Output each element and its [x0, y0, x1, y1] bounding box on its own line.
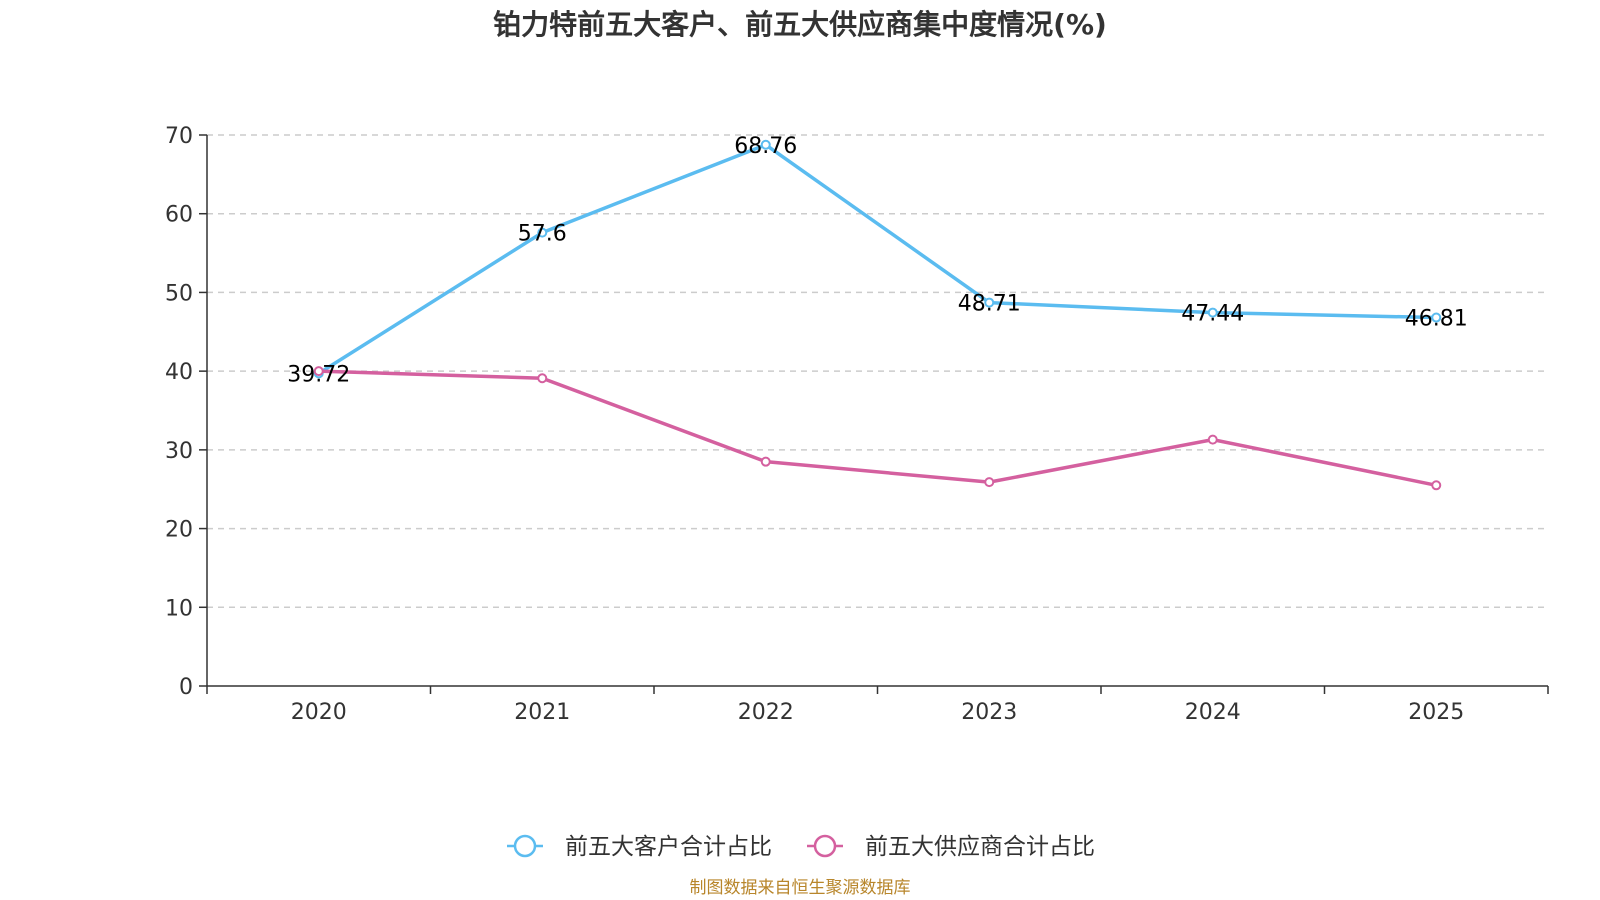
series-line-1	[317, 143, 1437, 375]
legend[interactable]: 前五大客户合计占比 前五大供应商合计占比	[507, 834, 1095, 860]
y-tick-label: 0	[179, 675, 193, 700]
x-tick-label: 2020	[291, 700, 347, 725]
data-labels: 39.72 57.6 68.76 48.71 47.44 46.81	[287, 134, 1467, 388]
data-label: 48.71	[958, 292, 1021, 317]
y-tick-label: 20	[165, 518, 193, 543]
x-tick-label: 2023	[961, 700, 1017, 725]
data-point	[984, 477, 995, 488]
y-tick-label: 30	[165, 439, 193, 464]
series-line-2	[318, 369, 1437, 487]
data-point	[537, 227, 548, 238]
data-point	[760, 139, 771, 150]
data-label: 39.72	[287, 362, 350, 387]
grid	[207, 134, 1548, 609]
legend-label[interactable]: 前五大供应商合计占比	[865, 834, 1095, 860]
y-tick-label: 10	[165, 596, 193, 621]
source-note: 制图数据来自恒生聚源数据库	[690, 878, 911, 898]
series	[313, 139, 1442, 491]
data-label: 46.81	[1405, 307, 1468, 332]
data-point	[1431, 480, 1442, 491]
x-tick-label: 2022	[738, 700, 794, 725]
data-point	[1207, 434, 1218, 445]
legend-swatch-marker[interactable]	[813, 834, 837, 858]
legend-label[interactable]: 前五大客户合计占比	[565, 834, 772, 860]
x-tick-label: 2021	[514, 700, 570, 725]
y-tick-label: 70	[165, 124, 193, 149]
data-point	[313, 366, 324, 377]
data-point	[760, 456, 771, 467]
data-point	[1431, 312, 1442, 323]
chart-title: 铂力特前五大客户、前五大供应商集中度情况(%)	[493, 8, 1107, 41]
axes: 0 10 20 30 40 50 60 70 2020 2021 2022 2023 2024 2025	[165, 124, 1549, 725]
y-tick-label: 50	[165, 281, 193, 306]
y-tick-label: 40	[165, 360, 193, 385]
data-label: 47.44	[1181, 302, 1244, 327]
data-point	[984, 297, 995, 308]
x-tick-label: 2025	[1408, 700, 1464, 725]
legend-swatch-marker[interactable]	[513, 834, 537, 858]
data-label: 68.76	[734, 134, 797, 159]
x-tick-label: 2024	[1185, 700, 1241, 725]
data-point	[537, 373, 548, 384]
y-tick-label: 60	[165, 203, 193, 228]
data-point	[1207, 307, 1218, 318]
data-label: 57.6	[518, 222, 567, 247]
